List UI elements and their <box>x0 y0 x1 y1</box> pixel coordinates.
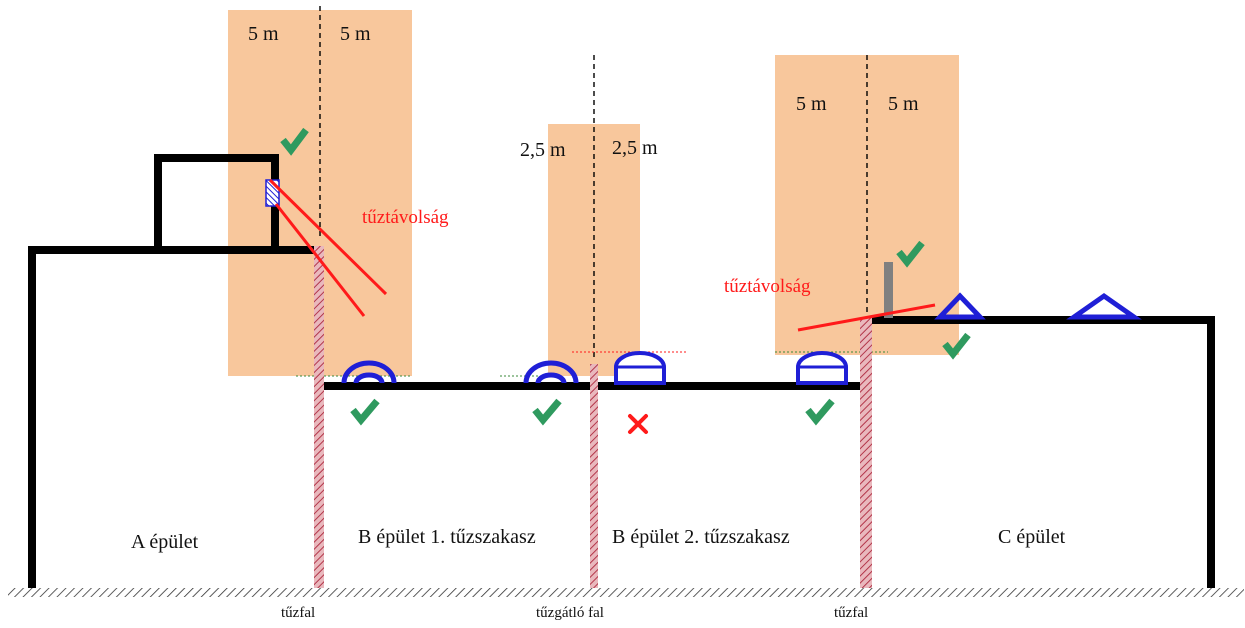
firewall-1 <box>314 246 324 590</box>
fire-distance-lines-a <box>268 178 388 317</box>
fire-barrier-wall <box>590 364 598 590</box>
check-mark-icon <box>896 240 925 268</box>
dome-skylight-4 <box>796 351 848 385</box>
check-mark-icon <box>942 332 971 360</box>
building-b1-label: B épület 1. tűzszakasz <box>358 526 536 548</box>
firewall-1-label: tűzfal <box>281 605 315 621</box>
check-mark-icon <box>805 398 835 426</box>
zone-c-left-label: 5 m <box>796 93 827 115</box>
building-a-label: A épület <box>131 531 199 553</box>
zone-c-right-label: 5 m <box>888 93 919 115</box>
firewall-2-label: tűzfal <box>834 605 868 621</box>
fire-distance-label-a: tűztávolság <box>362 207 449 228</box>
building-c-label: C épület <box>998 526 1066 548</box>
chimney <box>884 262 893 318</box>
dome-skylight-2 <box>523 360 579 384</box>
fire-distance-line-c <box>797 303 936 332</box>
dome-skylight-1 <box>341 360 397 384</box>
triangle-skylight-2 <box>1066 292 1142 320</box>
triangle-skylight-1 <box>934 292 986 320</box>
ground-strip <box>8 588 1244 597</box>
zone-a-left-label: 5 m <box>248 23 279 45</box>
zone-a-right-label: 5 m <box>340 23 371 45</box>
building-c <box>870 316 1215 588</box>
fire-distance-label-c: tűztávolság <box>724 276 811 297</box>
cross-mark-icon <box>628 414 648 434</box>
check-mark-icon <box>532 398 562 426</box>
zone-b-left-label: 2,5 m <box>520 139 566 161</box>
firewall-2 <box>860 318 872 590</box>
check-mark-icon <box>280 127 309 156</box>
building-b2-label: B épület 2. tűzszakasz <box>612 526 790 548</box>
check-mark-icon <box>350 398 380 426</box>
zone-b-right-label: 2,5 m <box>612 137 658 159</box>
dome-skylight-3 <box>614 351 666 385</box>
fire-barrier-label: tűzgátló fal <box>536 605 604 621</box>
